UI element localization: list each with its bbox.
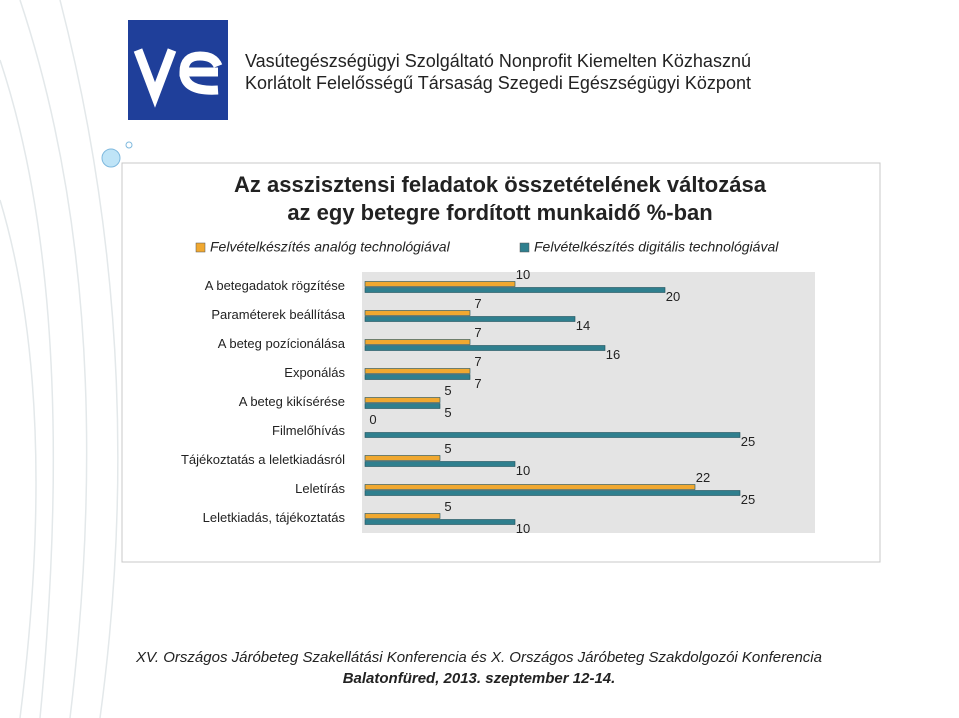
value-label: 10 xyxy=(516,267,530,282)
legend-label: Felvételkészítés digitális technológiáva… xyxy=(534,239,779,255)
category-label: Paraméterek beállítása xyxy=(211,307,345,322)
chart-title: az egy betegre fordított munkaidő %-ban xyxy=(287,200,712,225)
legend-label: Felvételkészítés analóg technológiával xyxy=(210,239,451,255)
bar xyxy=(364,368,471,374)
header-line: Vasútegészségügyi Szolgáltató Nonprofit … xyxy=(245,51,751,71)
value-label: 14 xyxy=(576,318,590,333)
category-label: Filmelőhívás xyxy=(272,423,345,438)
bar xyxy=(364,519,516,525)
value-label: 25 xyxy=(741,434,755,449)
category-label: A beteg pozícionálása xyxy=(218,336,346,351)
value-label: 7 xyxy=(474,376,481,391)
legend-swatch xyxy=(519,242,530,253)
value-label: 5 xyxy=(444,405,451,420)
bar xyxy=(364,345,606,351)
value-label: 10 xyxy=(516,463,530,478)
bar xyxy=(364,490,741,496)
bar xyxy=(364,455,441,461)
value-label: 16 xyxy=(606,347,620,362)
value-label: 0 xyxy=(369,412,376,427)
category-label: Leletírás xyxy=(295,481,345,496)
footer-line: XV. Országos Járóbeteg Szakellátási Konf… xyxy=(135,649,822,666)
category-label: A beteg kikísérése xyxy=(239,394,345,409)
bar xyxy=(364,281,516,287)
decoration xyxy=(0,0,119,718)
bar xyxy=(364,339,471,345)
bar xyxy=(364,513,441,519)
category-label: Tájékoztatás a leletkiadásról xyxy=(181,452,345,467)
footer-line: Balatonfüred, 2013. szeptember 12-14. xyxy=(343,670,616,687)
logo xyxy=(128,20,228,120)
value-label: 22 xyxy=(696,470,710,485)
value-label: 5 xyxy=(444,441,451,456)
category-label: Exponálás xyxy=(284,365,345,380)
bubble-icon xyxy=(101,148,121,168)
value-label: 25 xyxy=(741,492,755,507)
bar xyxy=(364,432,741,438)
value-label: 7 xyxy=(474,325,481,340)
header-line: Korlátolt Felelősségű Társaság Szegedi E… xyxy=(245,73,751,93)
bar xyxy=(364,461,516,467)
bubble-icon xyxy=(125,141,133,149)
value-label: 7 xyxy=(474,296,481,311)
chart-title: Az asszisztensi feladatok összetételének… xyxy=(234,172,767,197)
bar xyxy=(364,397,441,403)
value-label: 7 xyxy=(474,354,481,369)
category-label: Leletkiadás, tájékoztatás xyxy=(203,510,346,525)
legend-swatch xyxy=(195,242,206,253)
bar xyxy=(364,316,576,322)
bar xyxy=(364,484,696,490)
value-label: 10 xyxy=(516,521,530,536)
value-label: 5 xyxy=(444,499,451,514)
bar xyxy=(364,374,471,380)
bar xyxy=(364,310,471,316)
value-label: 5 xyxy=(444,383,451,398)
bar xyxy=(364,287,666,293)
category-label: A betegadatok rögzítése xyxy=(205,278,345,293)
value-label: 20 xyxy=(666,289,680,304)
bar xyxy=(364,403,441,409)
